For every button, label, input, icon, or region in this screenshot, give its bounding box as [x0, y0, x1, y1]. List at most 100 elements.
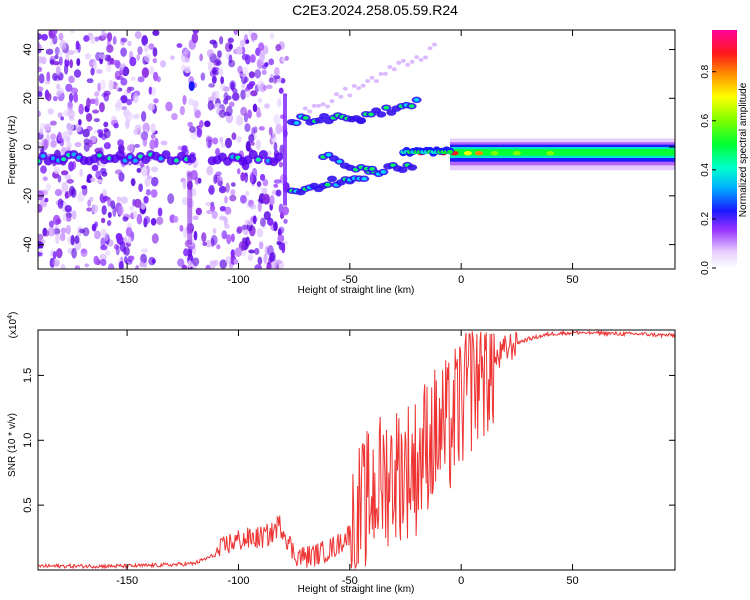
noise-blob — [248, 133, 255, 143]
noise-blob — [63, 130, 69, 140]
noise-blob — [255, 139, 261, 150]
upper-branch — [376, 111, 387, 118]
upper-branch — [355, 117, 366, 124]
faint-branch — [431, 42, 437, 47]
noise-blob — [108, 79, 114, 91]
noise-blob — [120, 78, 128, 86]
noise-blob — [87, 199, 92, 207]
noise-blob — [43, 139, 48, 151]
noise-blob — [262, 179, 269, 187]
noise-blob — [130, 178, 136, 187]
noise-blob — [215, 58, 221, 67]
noise-blob — [150, 123, 156, 134]
spectrogram-x-axis-title: Height of straight line (km) — [298, 285, 415, 296]
noise-blob — [86, 97, 91, 109]
noise-blob — [275, 44, 282, 52]
noise-blob — [257, 256, 263, 265]
spectrogram-x-tick-label: 0 — [458, 274, 464, 286]
left-band-core — [255, 157, 261, 162]
noise-blob — [233, 258, 239, 265]
noise-blob — [246, 219, 253, 226]
noise-blob — [42, 176, 48, 182]
noise-blob — [137, 76, 145, 83]
noise-blob — [56, 248, 63, 259]
noise-blob — [68, 76, 75, 84]
noise-blob — [99, 253, 107, 262]
noise-blob — [139, 261, 145, 268]
noise-blob — [60, 170, 69, 176]
colorbar-tick-label: 0.6 — [700, 113, 711, 127]
noise-blob — [67, 49, 75, 56]
noise-blob — [284, 55, 289, 61]
noise-blob — [49, 120, 57, 126]
noise-blob — [229, 80, 236, 90]
noise-blob — [257, 198, 264, 203]
noise-blob — [269, 252, 275, 262]
noise-blob — [206, 165, 214, 176]
faint-branch — [356, 86, 362, 91]
noise-blob — [236, 136, 242, 143]
noise-blob — [125, 227, 133, 237]
noise-blob — [45, 48, 54, 55]
noise-blob — [126, 98, 133, 106]
snr-x-tick-label: -150 — [116, 575, 138, 587]
noise-blob — [78, 103, 84, 115]
noise-blob — [257, 201, 262, 213]
noise-blob — [230, 189, 236, 196]
noise-blob — [93, 230, 101, 240]
noise-blob — [176, 43, 183, 48]
noise-blob — [152, 30, 160, 36]
noise-blob — [69, 59, 74, 69]
noise-blob — [217, 50, 222, 58]
noise-blob — [102, 189, 107, 197]
boundary-streak — [283, 93, 287, 206]
noise-blob — [146, 175, 152, 180]
noise-blob — [208, 83, 215, 88]
noise-blob — [148, 86, 153, 95]
noise-blob — [48, 220, 55, 228]
faint-branch — [405, 62, 411, 67]
noise-blob — [241, 83, 246, 89]
noise-blob — [200, 72, 206, 81]
colorbar-tick-label: 0.8 — [700, 64, 711, 78]
noise-blob — [144, 53, 152, 63]
colorbar-tick-label: 0.4 — [700, 162, 711, 176]
noise-blob — [244, 123, 251, 133]
noise-blob — [101, 171, 108, 177]
noise-blob — [47, 226, 56, 237]
noise-blob — [156, 76, 161, 83]
noise-blob — [116, 196, 122, 202]
noise-blob — [216, 244, 221, 250]
noise-blob — [281, 242, 286, 254]
faint-branch — [325, 104, 331, 109]
noise-blob — [143, 195, 149, 204]
noise-blob — [212, 228, 217, 235]
noise-blob — [68, 161, 75, 172]
noise-blob — [199, 120, 204, 128]
faint-branch — [316, 103, 322, 108]
noise-blob — [171, 113, 178, 121]
noise-blob — [230, 182, 236, 187]
noise-blob — [81, 185, 88, 196]
noise-blob — [55, 218, 62, 225]
left-band-core — [122, 158, 128, 163]
noise-blob — [38, 61, 42, 66]
spectrogram-x-tick-label: -50 — [342, 274, 358, 286]
noise-blob — [140, 253, 147, 264]
noise-blob — [79, 168, 84, 177]
noise-blob — [97, 129, 104, 134]
lower-branch-core — [380, 170, 387, 174]
noise-blob — [91, 164, 99, 172]
noise-blob — [100, 79, 106, 91]
noise-blob — [199, 53, 204, 62]
noise-blob — [226, 234, 232, 245]
noise-blob — [269, 194, 275, 206]
noise-blob — [209, 204, 216, 212]
noise-blob — [156, 216, 164, 225]
noise-blob — [193, 107, 198, 112]
noise-blob — [95, 170, 102, 180]
noise-blob — [194, 176, 199, 185]
streak — [187, 171, 193, 245]
noise-blob — [207, 139, 212, 149]
